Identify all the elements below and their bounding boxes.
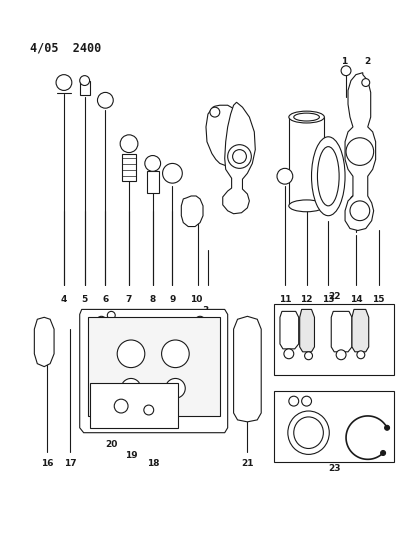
Text: 3: 3 <box>203 306 209 316</box>
Ellipse shape <box>288 411 329 455</box>
Text: 7: 7 <box>126 295 132 304</box>
Polygon shape <box>345 72 376 230</box>
Circle shape <box>341 66 351 76</box>
Circle shape <box>195 316 205 326</box>
Circle shape <box>228 144 251 168</box>
Text: 6: 6 <box>102 295 109 304</box>
Circle shape <box>56 75 72 91</box>
Polygon shape <box>300 310 315 352</box>
Circle shape <box>350 195 362 207</box>
Ellipse shape <box>312 137 345 216</box>
Bar <box>147 171 159 193</box>
Text: 17: 17 <box>64 459 76 469</box>
Text: 21: 21 <box>241 459 254 469</box>
Polygon shape <box>181 196 203 227</box>
Circle shape <box>346 138 374 165</box>
Circle shape <box>121 378 141 398</box>
Text: 9: 9 <box>169 295 175 304</box>
Bar <box>80 80 90 95</box>
Bar <box>274 304 395 375</box>
Polygon shape <box>234 316 261 422</box>
Polygon shape <box>88 317 220 416</box>
Circle shape <box>114 399 128 413</box>
Bar <box>90 383 178 428</box>
Text: 2: 2 <box>365 57 371 66</box>
Circle shape <box>350 201 370 221</box>
Circle shape <box>166 378 185 398</box>
Text: 18: 18 <box>147 459 160 469</box>
Text: 10: 10 <box>190 295 202 304</box>
Circle shape <box>381 450 386 455</box>
Bar <box>274 391 395 462</box>
Circle shape <box>98 92 113 108</box>
Text: 12: 12 <box>300 295 313 304</box>
Circle shape <box>289 396 299 406</box>
Text: 22: 22 <box>328 292 340 301</box>
Polygon shape <box>206 105 242 166</box>
Circle shape <box>162 164 182 183</box>
Circle shape <box>336 350 346 360</box>
Ellipse shape <box>289 111 324 123</box>
Circle shape <box>107 311 115 319</box>
Polygon shape <box>80 310 228 433</box>
Circle shape <box>210 107 220 117</box>
Polygon shape <box>352 310 369 352</box>
Text: 11: 11 <box>279 295 291 304</box>
Text: 5: 5 <box>82 295 88 304</box>
Ellipse shape <box>294 417 324 448</box>
Text: 19: 19 <box>125 451 137 461</box>
Text: 15: 15 <box>373 295 385 304</box>
Circle shape <box>284 349 294 359</box>
Text: 23: 23 <box>328 464 340 473</box>
Text: 20: 20 <box>105 440 118 449</box>
Ellipse shape <box>294 113 319 121</box>
Circle shape <box>305 352 313 360</box>
Bar <box>289 117 324 206</box>
Circle shape <box>385 425 390 430</box>
Polygon shape <box>331 311 352 352</box>
Circle shape <box>162 340 189 368</box>
Bar <box>122 154 136 181</box>
Circle shape <box>357 351 365 359</box>
Circle shape <box>117 340 145 368</box>
Circle shape <box>80 76 90 85</box>
Text: 13: 13 <box>322 295 335 304</box>
Circle shape <box>233 150 246 164</box>
Text: 4: 4 <box>61 295 67 304</box>
Text: 14: 14 <box>350 295 362 304</box>
Circle shape <box>96 316 106 326</box>
Circle shape <box>277 168 293 184</box>
Circle shape <box>362 78 370 86</box>
Polygon shape <box>223 102 255 214</box>
Circle shape <box>120 135 138 152</box>
Polygon shape <box>280 311 299 349</box>
Ellipse shape <box>317 147 339 206</box>
Ellipse shape <box>289 200 324 212</box>
Circle shape <box>144 405 154 415</box>
Text: 4/05  2400: 4/05 2400 <box>31 41 102 54</box>
Text: 16: 16 <box>41 459 53 469</box>
Circle shape <box>302 396 312 406</box>
Text: 1: 1 <box>341 57 347 66</box>
Text: 8: 8 <box>150 295 156 304</box>
Circle shape <box>145 156 161 171</box>
Polygon shape <box>34 317 54 367</box>
